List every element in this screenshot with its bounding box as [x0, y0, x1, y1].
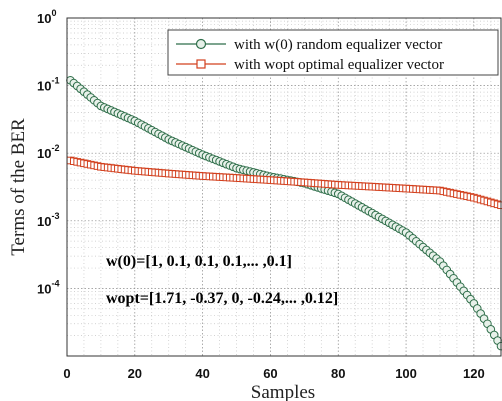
y-axis-label: Terms of the BER: [8, 118, 29, 256]
x-tick-label: 120: [463, 366, 485, 381]
annotation-wopt: wopt=[1.71, -0.37, 0, -0.24,... ,0.12]: [106, 290, 338, 307]
legend: with w(0) random equalizer vector with w…: [167, 29, 499, 76]
x-tick-label: 40: [195, 366, 209, 381]
y-tick-label: 10-3: [37, 211, 59, 229]
y-tick-label: 10-2: [37, 143, 59, 161]
legend-box: [167, 29, 499, 76]
legend-label-random: with w(0) random equalizer vector: [234, 37, 442, 53]
x-tick-label: 20: [128, 366, 142, 381]
x-tick-label: 60: [263, 366, 277, 381]
y-tick-label: 10-4: [37, 278, 59, 296]
legend-marker-optimal: [196, 59, 206, 69]
legend-label-optimal: with wopt optimal equalizer vector: [234, 57, 444, 73]
y-tick-label: 100: [37, 8, 56, 26]
x-tick-label: 0: [63, 366, 70, 381]
legend-marker-random: [195, 38, 207, 50]
series-optimal: [66, 156, 502, 210]
annotation-w0: w(0)=[1, 0.1, 0.1, 0.1,... ,0.1]: [106, 253, 292, 270]
y-tick-label: 10-1: [37, 76, 59, 94]
series-layer: [66, 75, 502, 351]
x-axis-label: Samples: [251, 382, 315, 401]
series-random: [66, 75, 502, 351]
x-tick-label: 80: [331, 366, 345, 381]
plot-frame: [66, 17, 502, 357]
x-tick-label: 100: [395, 366, 417, 381]
